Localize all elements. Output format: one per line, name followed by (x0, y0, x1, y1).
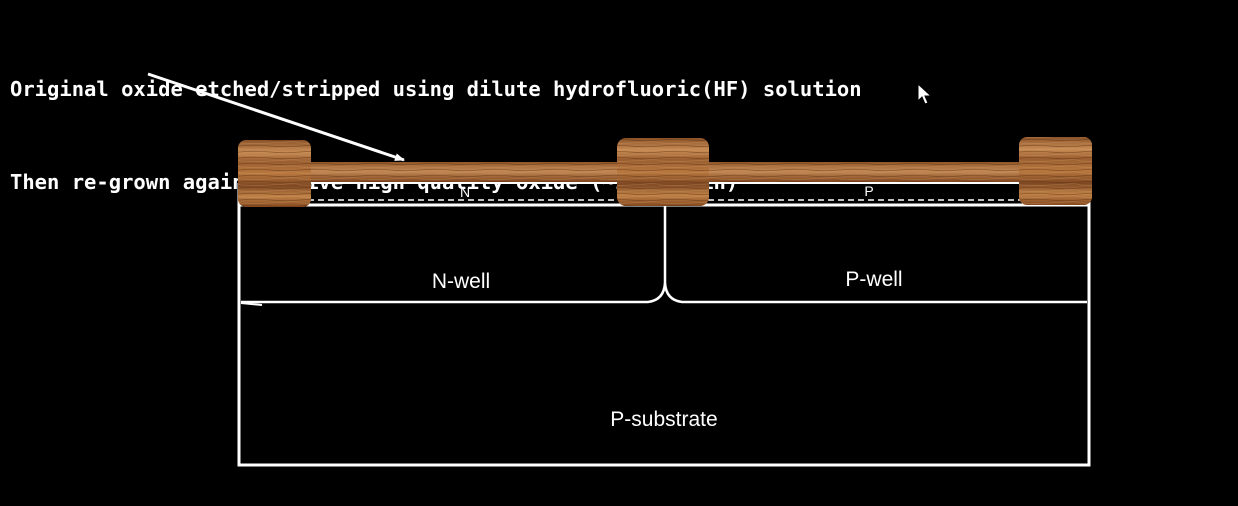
field-oxide-center (617, 138, 709, 206)
p-well-label: P-well (845, 268, 902, 291)
arrow-icon (147, 72, 405, 162)
thin-oxide-right (700, 162, 1030, 182)
mouse-pointer-icon (917, 82, 933, 105)
n-diffusion-label: N (460, 184, 470, 200)
p-diffusion-label: P (864, 183, 873, 199)
substrate-label: P-substrate (610, 408, 717, 431)
n-well-label: N-well (432, 270, 490, 293)
thin-oxide-left (300, 162, 630, 182)
field-oxide-left (238, 140, 311, 207)
p-well-boundary (663, 282, 1087, 304)
field-oxide-right (1019, 137, 1092, 205)
n-well-edge-tick (240, 302, 263, 306)
